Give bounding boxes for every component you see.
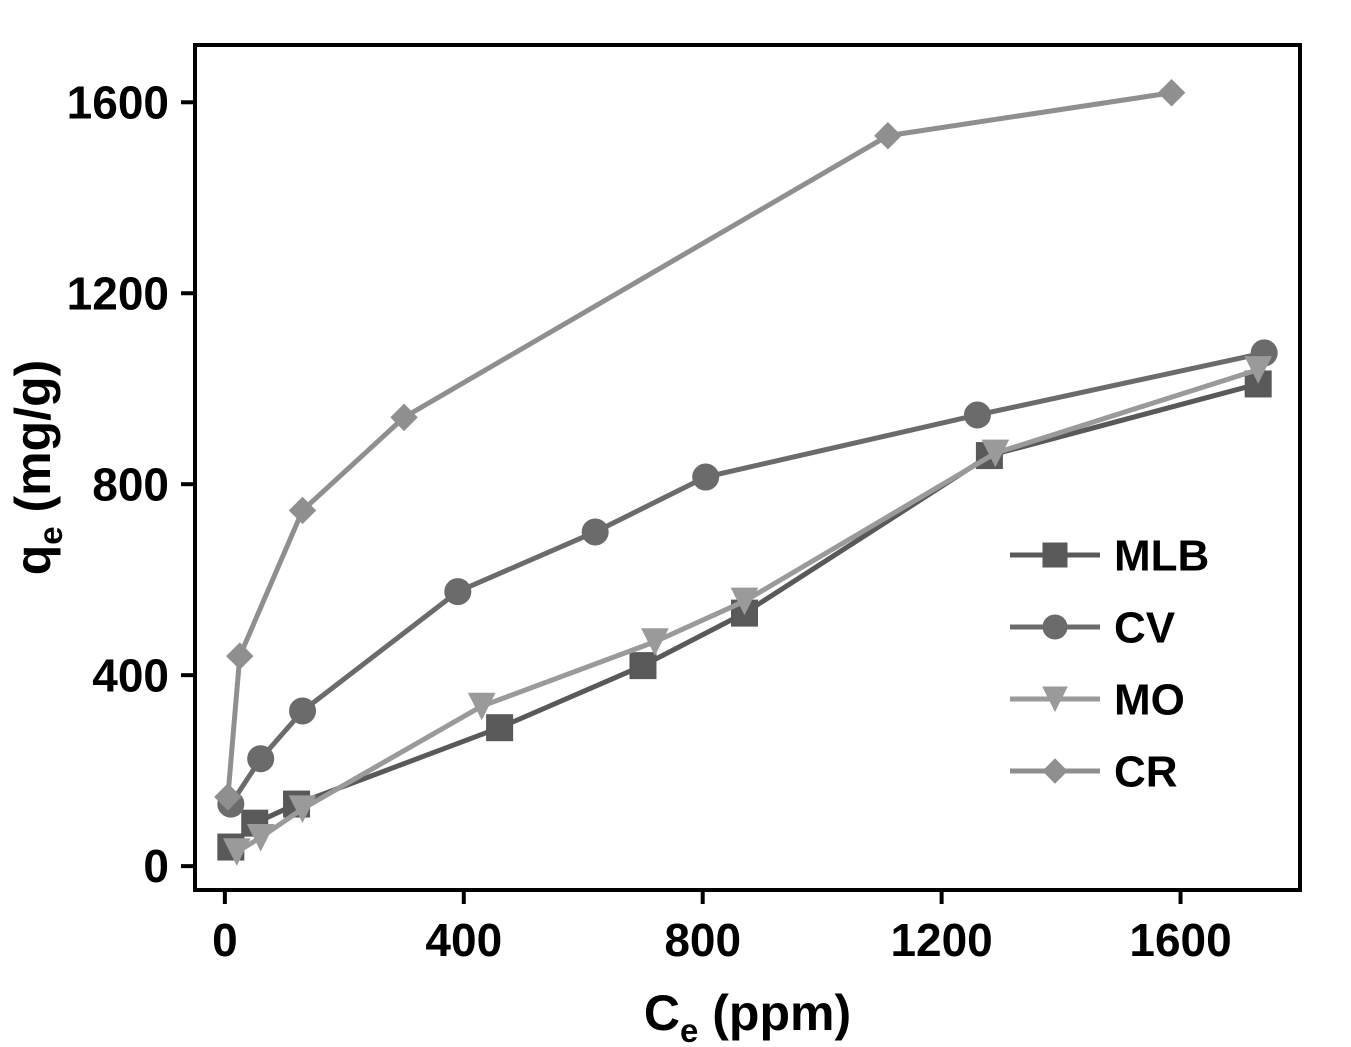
svg-text:0: 0 — [212, 914, 238, 966]
adsorption-isotherm-chart: 040080012001600040080012001600Ce (ppm)qe… — [0, 0, 1351, 1047]
svg-text:400: 400 — [425, 914, 502, 966]
svg-text:1600: 1600 — [67, 76, 169, 128]
svg-text:1600: 1600 — [1129, 914, 1231, 966]
svg-text:CV: CV — [1114, 603, 1176, 652]
svg-text:400: 400 — [92, 649, 169, 701]
svg-text:MO: MO — [1114, 675, 1185, 724]
svg-text:800: 800 — [92, 458, 169, 510]
svg-text:800: 800 — [664, 914, 741, 966]
svg-text:0: 0 — [143, 840, 169, 892]
svg-text:Ce (ppm): Ce (ppm) — [644, 985, 851, 1047]
svg-text:1200: 1200 — [890, 914, 992, 966]
chart-svg: 040080012001600040080012001600Ce (ppm)qe… — [0, 0, 1351, 1047]
svg-text:MLB: MLB — [1114, 531, 1209, 580]
svg-text:1200: 1200 — [67, 267, 169, 319]
svg-text:CR: CR — [1114, 747, 1178, 796]
